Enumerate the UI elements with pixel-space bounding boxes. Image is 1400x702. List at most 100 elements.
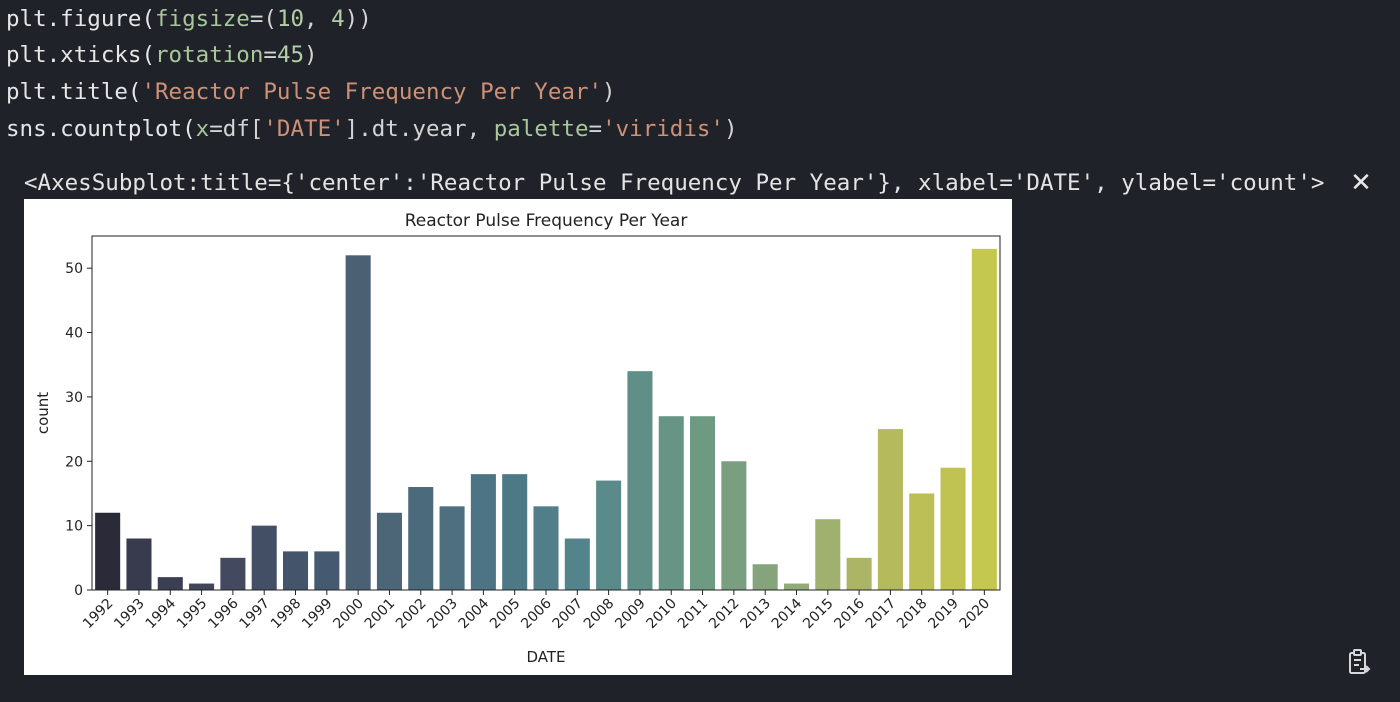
bar-2018 — [909, 493, 935, 590]
bar-2012 — [721, 461, 747, 590]
x-tick-label: 1993 — [111, 596, 148, 633]
code-token: plt.title( — [6, 79, 142, 105]
x-tick-label: 1994 — [143, 595, 180, 632]
bar-1994 — [157, 577, 183, 590]
y-tick-label: 50 — [65, 261, 83, 277]
y-tick-label: 10 — [65, 519, 83, 535]
bar-2013 — [752, 564, 778, 590]
x-axis-label: DATE — [526, 648, 565, 666]
code-token: plt.xticks( — [6, 42, 156, 68]
bar-chart: 0 10 20 30 40 50 19921993199419951996199719981… — [34, 211, 1001, 666]
x-tick-label: 2009 — [612, 596, 649, 633]
bar-2019 — [940, 467, 966, 590]
code-line-2[interactable]: plt.xticks(rotation=45) — [6, 40, 318, 70]
x-tick-label: 2020 — [957, 596, 994, 633]
code-token: x — [195, 116, 210, 142]
bar-1995 — [189, 583, 215, 590]
close-output-button[interactable]: ✕ — [1346, 168, 1376, 198]
code-token: 'viridis' — [602, 116, 724, 142]
x-tick-label: 2003 — [424, 596, 461, 633]
x-tick-label: 2010 — [644, 596, 681, 633]
code-token: 'Reactor Pulse Frequency Per Year' — [141, 79, 603, 105]
bar-2000 — [345, 255, 371, 590]
code-token: ) — [723, 116, 738, 142]
code-token: ) — [602, 79, 616, 105]
code-token: , — [304, 6, 332, 32]
code-token: 'DATE' — [263, 116, 345, 142]
code-token: ) — [304, 42, 318, 68]
x-tick-label: 2004 — [456, 595, 493, 632]
code-token: =df[ — [209, 116, 264, 142]
y-tick-label: 30 — [65, 390, 83, 406]
bar-1999 — [314, 551, 340, 590]
y-tick-label: 40 — [65, 326, 83, 342]
code-token: palette — [493, 116, 589, 142]
x-tick-label: 2001 — [362, 596, 399, 633]
x-tick-label: 1992 — [80, 596, 117, 633]
code-token: )) — [344, 6, 372, 32]
x-tick-label: 2017 — [863, 596, 900, 633]
x-tick-label: 1998 — [268, 596, 305, 633]
code-token: rotation — [155, 42, 264, 68]
bar-2010 — [658, 416, 684, 590]
y-axis-label: count — [34, 392, 52, 434]
x-tick-label: 2013 — [737, 596, 774, 633]
y-tick-label: 0 — [74, 583, 83, 599]
x-tick-label: 1997 — [237, 596, 274, 633]
copy-output-button[interactable] — [1345, 648, 1373, 678]
bar-1992 — [95, 512, 121, 590]
code-token: sns.countplot( — [6, 116, 196, 142]
x-tick-label: 2002 — [393, 596, 430, 633]
code-token: =( — [249, 6, 277, 32]
code-token: = — [588, 116, 603, 142]
bar-2016 — [846, 557, 872, 590]
code-token: figsize — [155, 6, 250, 32]
bar-2001 — [376, 512, 402, 590]
bar-1997 — [251, 525, 277, 590]
x-tick-label: 2015 — [800, 596, 837, 633]
x-tick-label: 2011 — [675, 596, 712, 633]
x-tick-label: 2007 — [550, 596, 587, 633]
x-tick-label: 2014 — [769, 595, 806, 632]
code-token: 4 — [331, 6, 345, 32]
x-tick-label: 2000 — [330, 596, 367, 633]
bar-1993 — [126, 538, 152, 590]
code-token: plt.figure( — [6, 6, 156, 32]
y-tick-label: 20 — [65, 454, 83, 470]
x-tick-label: 2005 — [487, 596, 524, 633]
code-line-4[interactable]: sns.countplot(x=df['DATE'].dt.year, pale… — [6, 114, 738, 144]
code-line-1[interactable]: plt.figure(figsize=(10, 4)) — [6, 4, 372, 34]
bar-2020 — [971, 248, 997, 590]
code-cell[interactable]: plt.figure(figsize=(10, 4)) plt.xticks(r… — [0, 0, 1400, 160]
code-token: 45 — [276, 42, 305, 68]
code-token: = — [263, 42, 277, 68]
bar-2014 — [783, 583, 810, 590]
code-line-3[interactable]: plt.title('Reactor Pulse Frequency Per Y… — [6, 77, 616, 107]
copy-to-clipboard-icon — [1349, 649, 1371, 674]
x-tick-label: 2008 — [581, 596, 618, 633]
x-tick-label: 2019 — [925, 596, 962, 633]
bar-2006 — [533, 506, 559, 590]
bar-2017 — [877, 429, 903, 590]
x-tick-label: 1996 — [205, 595, 242, 632]
bar-1998 — [282, 551, 309, 590]
bar-2005 — [502, 474, 528, 590]
x-tick-label: 1999 — [299, 596, 336, 633]
bar-2011 — [690, 416, 716, 590]
bar-2004 — [470, 474, 496, 590]
bar-2007 — [564, 538, 590, 590]
x-tick-label: 2018 — [894, 596, 931, 633]
x-tick-label: 2016 — [831, 595, 868, 632]
close-icon: ✕ — [1350, 168, 1372, 198]
bar-1996 — [220, 557, 246, 590]
x-tick-label: 1995 — [174, 596, 211, 633]
bar-2008 — [596, 480, 622, 590]
x-tick-label: 2006 — [518, 595, 555, 632]
chart-figure: 0 10 20 30 40 50 1992 1993 1994 1995 1996 1997 1998 1… — [24, 199, 1012, 675]
chart-title: Reactor Pulse Frequency Per Year — [405, 211, 688, 231]
code-token: ].dt.year, — [344, 116, 494, 142]
bar-2009 — [627, 371, 653, 590]
bar-2002 — [408, 487, 434, 590]
x-tick-label: 2012 — [706, 596, 743, 633]
code-token: 10 — [276, 6, 305, 32]
